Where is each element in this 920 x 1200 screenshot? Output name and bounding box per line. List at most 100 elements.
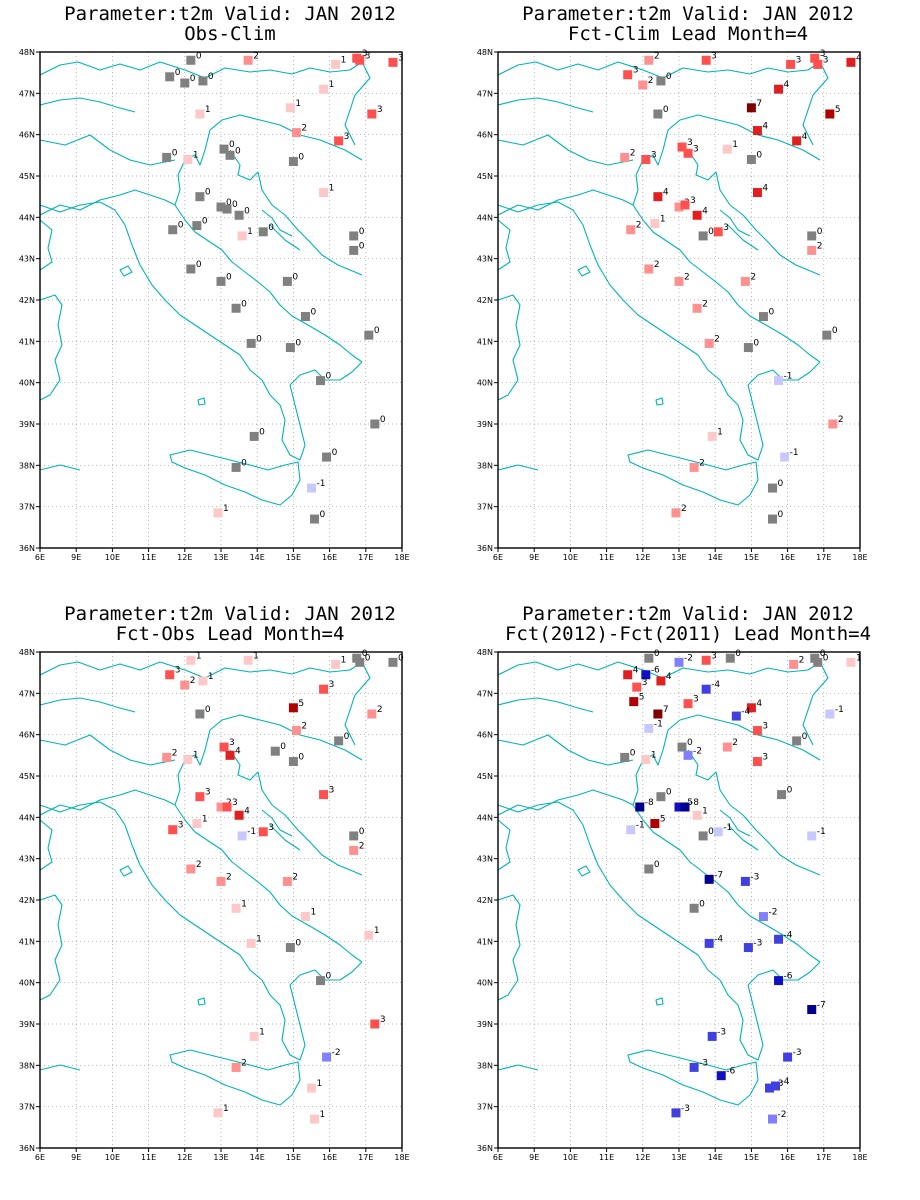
station-value-label: 2 bbox=[196, 860, 202, 870]
lon-tick-label: 11E bbox=[141, 553, 156, 562]
station-value-label: 1 bbox=[651, 750, 657, 760]
station-marker bbox=[186, 655, 196, 665]
station-value-label: -7 bbox=[817, 1001, 826, 1011]
lon-tick-label: 11E bbox=[599, 1153, 614, 1162]
station-marker bbox=[789, 659, 799, 669]
station-value-label: -8 bbox=[690, 798, 699, 808]
lat-tick-label: 41N bbox=[477, 337, 493, 346]
lon-tick-label: 18E bbox=[394, 1153, 409, 1162]
station-value-label: -1 bbox=[654, 719, 663, 729]
station-value-label: 3 bbox=[642, 678, 648, 688]
station-marker bbox=[322, 1052, 332, 1062]
station-marker bbox=[165, 670, 175, 680]
station-value-label: 0 bbox=[202, 217, 208, 227]
station-value-label: -1 bbox=[817, 827, 826, 837]
station-value-label: 0 bbox=[292, 272, 298, 282]
station-value-label: -3 bbox=[753, 939, 762, 949]
station-value-label: -1 bbox=[835, 705, 844, 715]
lon-tick-label: 18E bbox=[394, 553, 409, 562]
lat-tick-label: 39N bbox=[19, 420, 35, 429]
station-marker bbox=[319, 790, 329, 800]
lon-tick-label: 17E bbox=[358, 553, 373, 562]
station-value-label: 0 bbox=[196, 51, 202, 61]
station-marker bbox=[707, 1031, 717, 1041]
station-marker bbox=[213, 508, 223, 518]
station-value-label: 1 bbox=[259, 1027, 265, 1037]
panel-subtitle: Fct-Obs Lead Month=4 bbox=[116, 623, 345, 645]
station-layer: 2332033344705443323014423412030222220200… bbox=[620, 49, 862, 524]
panel-subtitle: Obs-Clim bbox=[184, 23, 276, 45]
station-value-label: 4 bbox=[633, 666, 639, 676]
station-marker bbox=[713, 227, 723, 237]
station-marker bbox=[650, 219, 660, 229]
station-value-label: 0 bbox=[666, 788, 672, 798]
station-value-label: 4 bbox=[663, 188, 669, 198]
station-marker bbox=[774, 376, 784, 386]
station-value-label: 0 bbox=[663, 105, 669, 115]
station-value-label: -4 bbox=[781, 1077, 790, 1087]
station-value-label: 2 bbox=[699, 458, 705, 468]
station-value-label: 1 bbox=[660, 215, 666, 225]
station-marker bbox=[349, 245, 359, 255]
station-value-label: 2 bbox=[241, 1058, 247, 1068]
station-value-label: 1 bbox=[374, 926, 380, 936]
station-value-label: 3 bbox=[693, 144, 699, 154]
station-marker bbox=[291, 128, 301, 138]
lon-tick-label: 9E bbox=[529, 553, 539, 562]
station-value-label: 2 bbox=[750, 272, 756, 282]
station-marker bbox=[237, 231, 247, 241]
station-value-label: 4 bbox=[235, 746, 241, 756]
station-value-label: 1 bbox=[253, 651, 259, 661]
station-marker bbox=[810, 53, 820, 63]
station-value-label: 3 bbox=[820, 49, 826, 59]
station-value-label: 0 bbox=[190, 74, 196, 84]
station-value-label: 0 bbox=[241, 299, 247, 309]
station-value-label: 1 bbox=[256, 934, 262, 944]
station-value-label: 0 bbox=[820, 649, 826, 659]
station-value-label: 3 bbox=[178, 821, 184, 831]
station-marker bbox=[650, 819, 660, 829]
lon-tick-label: 12E bbox=[635, 553, 650, 562]
station-marker bbox=[644, 653, 654, 663]
station-marker bbox=[249, 1031, 259, 1041]
station-marker bbox=[683, 699, 693, 709]
station-marker bbox=[195, 192, 205, 202]
station-marker bbox=[162, 752, 172, 762]
station-marker bbox=[234, 810, 244, 820]
lat-tick-label: 46N bbox=[19, 131, 35, 140]
station-value-label: 0 bbox=[172, 148, 178, 158]
station-marker bbox=[198, 676, 208, 686]
station-marker bbox=[701, 684, 711, 694]
station-marker bbox=[222, 204, 232, 214]
station-value-label: 1 bbox=[341, 655, 347, 665]
station-marker bbox=[704, 338, 714, 348]
station-value-label: 2 bbox=[838, 415, 844, 425]
station-value-label: 0 bbox=[232, 200, 238, 210]
station-marker bbox=[192, 819, 202, 829]
station-marker bbox=[641, 754, 651, 764]
lat-tick-label: 40N bbox=[477, 979, 493, 988]
station-marker bbox=[270, 746, 280, 756]
station-value-label: 0 bbox=[310, 308, 316, 318]
station-value-label: 2 bbox=[636, 221, 642, 231]
lat-tick-label: 37N bbox=[19, 1103, 35, 1112]
station-value-label: 2 bbox=[654, 51, 660, 61]
station-marker bbox=[674, 657, 684, 667]
lon-tick-label: 9E bbox=[71, 1153, 81, 1162]
panel-title: Parameter:t2m Valid: JAN 2012 bbox=[522, 3, 854, 25]
lon-tick-label: 17E bbox=[358, 1153, 373, 1162]
station-marker bbox=[783, 1052, 793, 1062]
station-marker bbox=[671, 1108, 681, 1118]
station-value-label: -2 bbox=[693, 746, 702, 756]
station-value-label: 0 bbox=[654, 649, 660, 659]
station-marker bbox=[716, 1071, 726, 1081]
station-value-label: 3 bbox=[362, 49, 368, 59]
station-marker bbox=[355, 657, 365, 667]
station-marker bbox=[740, 876, 750, 886]
station-value-label: 4 bbox=[762, 184, 768, 194]
station-value-label: 1 bbox=[295, 99, 301, 109]
station-marker bbox=[644, 723, 654, 733]
station-value-label: 0 bbox=[208, 72, 214, 82]
station-marker bbox=[620, 752, 630, 762]
station-value-label: 0 bbox=[362, 649, 368, 659]
